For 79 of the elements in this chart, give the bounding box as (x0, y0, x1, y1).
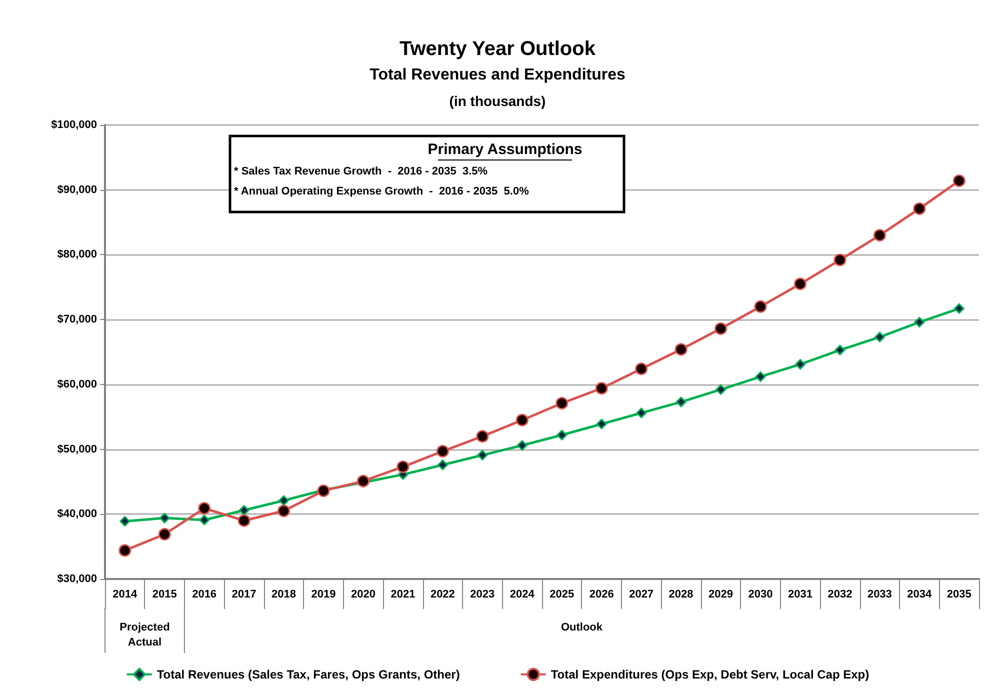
point (636, 408, 647, 418)
x-tick-label: 2018 (272, 588, 296, 600)
y-tick-label: $30,000 (57, 573, 97, 585)
x-tick-label: 2028 (668, 588, 694, 600)
x-tick-label: 2035 (946, 588, 972, 600)
x-tick-label: 2027 (629, 588, 654, 600)
point (754, 300, 767, 313)
point (834, 344, 846, 356)
text: (in thousands) (449, 93, 546, 109)
x-tick-label: 2025 (550, 588, 574, 600)
point (476, 430, 489, 443)
x-tick-label: 2033 (867, 588, 892, 600)
point (516, 414, 528, 426)
annotation: * Sales Tax Revenue Growth - 2016 - 2035 3.5% (234, 166, 488, 178)
point (436, 444, 449, 458)
point (477, 450, 488, 460)
point (676, 396, 686, 408)
x-tick-label: 2032 (828, 588, 852, 600)
x-tick-label: 2029 (708, 588, 734, 600)
point (873, 229, 886, 242)
x-tick-label: 2014 (112, 588, 138, 600)
x-tick-label: 2021 (390, 588, 416, 600)
point (158, 528, 171, 540)
y-tick-label: $60,000 (57, 378, 97, 390)
text: Outlook (560, 622, 604, 634)
y-tick-label: $50,000 (57, 443, 97, 456)
x-tick-label: 2034 (907, 588, 933, 600)
point (199, 514, 210, 526)
point (556, 396, 568, 410)
point (278, 504, 290, 518)
y-tick-label: $90,000 (57, 184, 97, 196)
x-tick-label: 2031 (788, 588, 812, 600)
point (120, 516, 130, 527)
point (516, 440, 528, 451)
x-tick-label: 2024 (510, 588, 536, 600)
x-tick-label: 2023 (470, 588, 495, 600)
point (913, 202, 926, 215)
x-tick-label: 2016 (192, 588, 217, 600)
point (755, 371, 766, 382)
y-tick-label: $100,000 (51, 119, 97, 131)
y-tick-label: $70,000 (57, 314, 97, 326)
annotation: * Annual Operating Expense Growth - 2016 - 2035 5.0% (234, 186, 530, 198)
point (794, 278, 806, 290)
point (635, 362, 648, 376)
y-tick-label: $40,000 (57, 508, 97, 520)
point (716, 384, 726, 395)
chart-subtitle: Total Revenues and Expenditures (370, 66, 626, 84)
point (396, 460, 410, 474)
point (118, 544, 132, 557)
point (714, 322, 728, 335)
x-tick-label: 2026 (589, 588, 614, 600)
point (556, 430, 568, 440)
x-tick-label: 2030 (748, 588, 773, 600)
point (595, 382, 608, 395)
point (834, 254, 846, 266)
point (278, 495, 290, 506)
chart-title: Twenty Year Outlook (400, 38, 596, 60)
x-tick-label: 2022 (430, 588, 455, 600)
x-tick-label: 2015 (152, 588, 177, 600)
text: Projected Actual (120, 622, 170, 648)
point (674, 343, 688, 356)
point (238, 505, 250, 516)
point (914, 316, 925, 328)
legend-label: Total Expenditures (Ops Exp, Debt Serv, Local Cap Exp) (550, 667, 870, 682)
x-tick-label: 2020 (350, 588, 376, 600)
point (952, 174, 966, 188)
point (954, 303, 964, 314)
point (159, 512, 170, 524)
point (238, 514, 250, 527)
x-tick-label: 2019 (311, 588, 336, 600)
point (874, 332, 885, 342)
point (596, 418, 607, 430)
point (794, 359, 806, 370)
legend-label: Total Revenues (Sales Tax, Fares, Ops Grants, Other) (156, 667, 460, 682)
y-tick-label: $80,000 (57, 248, 97, 261)
x-tick-label: 2017 (232, 588, 256, 600)
annotation: Primary Assumptions (428, 141, 582, 158)
point (198, 502, 211, 515)
point (437, 460, 448, 470)
